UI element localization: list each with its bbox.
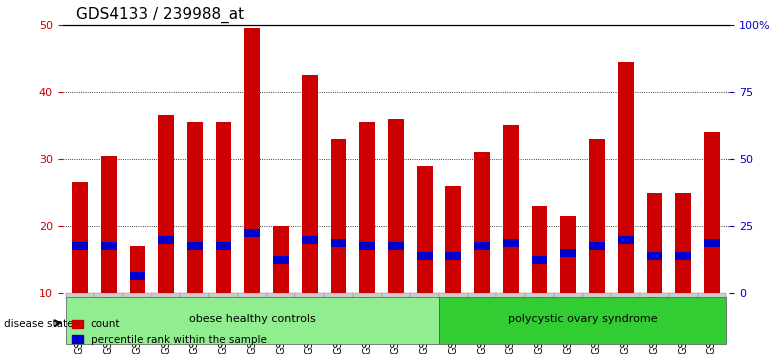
FancyBboxPatch shape [439, 293, 468, 298]
Bar [561, 216, 576, 293]
Bar [675, 252, 691, 260]
FancyBboxPatch shape [296, 293, 324, 298]
FancyBboxPatch shape [209, 293, 238, 298]
FancyBboxPatch shape [152, 293, 180, 298]
Bar [187, 122, 203, 293]
FancyBboxPatch shape [612, 293, 640, 298]
FancyBboxPatch shape [583, 293, 612, 298]
Bar [589, 242, 605, 250]
Bar [187, 242, 203, 250]
FancyBboxPatch shape [468, 293, 496, 298]
Bar [445, 252, 461, 260]
Bar [129, 273, 145, 280]
Text: GDS4133 / 239988_at: GDS4133 / 239988_at [76, 7, 244, 23]
Bar [101, 156, 117, 293]
Bar [417, 166, 433, 293]
FancyBboxPatch shape [669, 293, 698, 298]
Bar [216, 122, 231, 293]
FancyBboxPatch shape [525, 293, 554, 298]
Bar [561, 249, 576, 257]
Legend: count, percentile rank within the sample: count, percentile rank within the sample [68, 315, 271, 349]
FancyBboxPatch shape [554, 293, 583, 298]
FancyBboxPatch shape [267, 293, 296, 298]
Bar [359, 242, 375, 250]
Bar [704, 132, 720, 293]
FancyBboxPatch shape [66, 293, 94, 298]
FancyBboxPatch shape [66, 297, 439, 344]
Bar [675, 193, 691, 293]
FancyBboxPatch shape [496, 293, 525, 298]
FancyBboxPatch shape [410, 293, 439, 298]
Text: disease state: disease state [4, 319, 74, 329]
Bar [618, 62, 633, 293]
FancyBboxPatch shape [324, 293, 353, 298]
Bar [158, 115, 174, 293]
FancyBboxPatch shape [382, 293, 410, 298]
Text: polycystic ovary syndrome: polycystic ovary syndrome [508, 314, 658, 324]
FancyBboxPatch shape [180, 293, 209, 298]
Bar [158, 235, 174, 244]
Bar [359, 122, 375, 293]
Bar [503, 239, 519, 247]
FancyBboxPatch shape [238, 293, 267, 298]
Bar [618, 235, 633, 244]
Bar [445, 186, 461, 293]
Bar [532, 256, 547, 264]
Bar [302, 235, 318, 244]
Bar [474, 242, 490, 250]
Bar [647, 252, 662, 260]
Bar [503, 125, 519, 293]
Bar [704, 239, 720, 247]
FancyBboxPatch shape [698, 293, 726, 298]
Bar [388, 119, 404, 293]
Bar [245, 28, 260, 293]
Bar [72, 183, 88, 293]
Bar [273, 226, 289, 293]
Bar [302, 75, 318, 293]
FancyBboxPatch shape [123, 293, 152, 298]
Bar [474, 152, 490, 293]
Bar [101, 242, 117, 250]
Text: obese healthy controls: obese healthy controls [189, 314, 316, 324]
Bar [129, 246, 145, 293]
Bar [589, 139, 605, 293]
Bar [417, 252, 433, 260]
FancyBboxPatch shape [353, 293, 382, 298]
Bar [331, 139, 347, 293]
FancyBboxPatch shape [439, 297, 726, 344]
Bar [72, 242, 88, 250]
FancyBboxPatch shape [94, 293, 123, 298]
Bar [331, 239, 347, 247]
Bar [388, 242, 404, 250]
FancyBboxPatch shape [640, 293, 669, 298]
Bar [273, 256, 289, 264]
Bar [216, 242, 231, 250]
Bar [647, 193, 662, 293]
Bar [245, 229, 260, 237]
Bar [532, 206, 547, 293]
